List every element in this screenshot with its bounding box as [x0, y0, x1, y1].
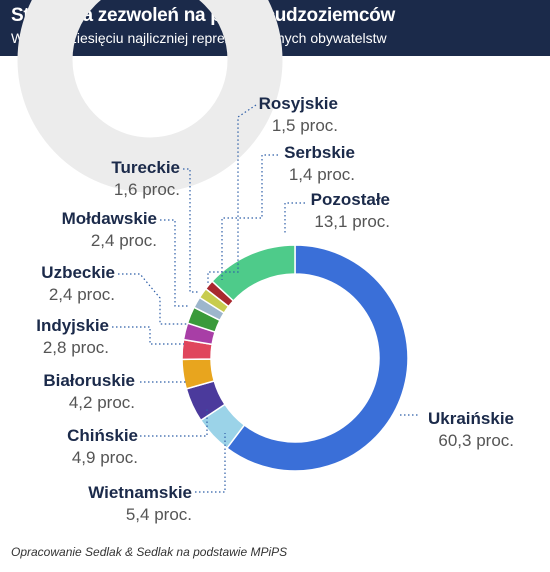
label-name-pozostale: Pozostałe	[311, 190, 390, 209]
slice-labels: Ukraińskie 60,3 proc. Wietnamskie 5,4 proc.…	[36, 94, 514, 524]
label-value-wietnamskie: 5,4 proc.	[126, 505, 192, 524]
chart-subtitle: Według dziesięciu najliczniej reprezento…	[11, 30, 387, 46]
donut-slices	[181, 244, 409, 472]
leader-line-uzbeckie	[118, 273, 188, 325]
label-name-chinskie: Chińskie	[67, 426, 138, 445]
label-value-uzbeckie: 2,4 proc.	[49, 285, 115, 304]
leader-line-tureckie	[183, 168, 198, 293]
slice-ukrainskie	[225, 244, 409, 472]
chart-title: Struktura zezwoleń na pracę cudzoziemców	[11, 5, 395, 26]
leader-line-rosyjskie	[207, 104, 257, 283]
label-value-bialoruskie: 4,2 proc.	[69, 393, 135, 412]
label-name-uzbeckie: Uzbeckie	[41, 263, 115, 282]
label-value-serbskie: 1,4 proc.	[289, 165, 355, 184]
watermark-logo	[17, 0, 283, 193]
label-name-indyjskie: Indyjskie	[36, 316, 109, 335]
label-name-rosyjskie: Rosyjskie	[259, 94, 338, 113]
watermark-ring	[17, 0, 283, 193]
source-note: Opracowanie Sedlak & Sedlak na podstawie…	[11, 545, 288, 559]
label-name-serbskie: Serbskie	[284, 143, 355, 162]
label-name-wietnamskie: Wietnamskie	[88, 483, 192, 502]
label-value-indyjskie: 2,8 proc.	[43, 338, 109, 357]
label-name-tureckie: Tureckie	[111, 158, 180, 177]
label-name-bialoruskie: Białoruskie	[43, 371, 135, 390]
leader-line-wietnamskie	[195, 433, 226, 493]
leader-line-pozostale	[284, 202, 305, 235]
leader-line-indyjskie	[112, 326, 184, 345]
label-value-moldawskie: 2,4 proc.	[91, 231, 157, 250]
slice-pozostale	[211, 244, 296, 302]
label-value-ukrainskie: 60,3 proc.	[438, 431, 514, 450]
label-name-moldawskie: Mołdawskie	[62, 209, 157, 228]
leader-line-moldawskie	[160, 219, 190, 307]
label-value-pozostale: 13,1 proc.	[314, 212, 390, 231]
label-value-tureckie: 1,6 proc.	[114, 180, 180, 199]
label-name-ukrainskie: Ukraińskie	[428, 409, 514, 428]
label-value-rosyjskie: 1,5 proc.	[272, 116, 338, 135]
label-value-chinskie: 4,9 proc.	[72, 448, 138, 467]
leader-lines	[112, 104, 420, 493]
